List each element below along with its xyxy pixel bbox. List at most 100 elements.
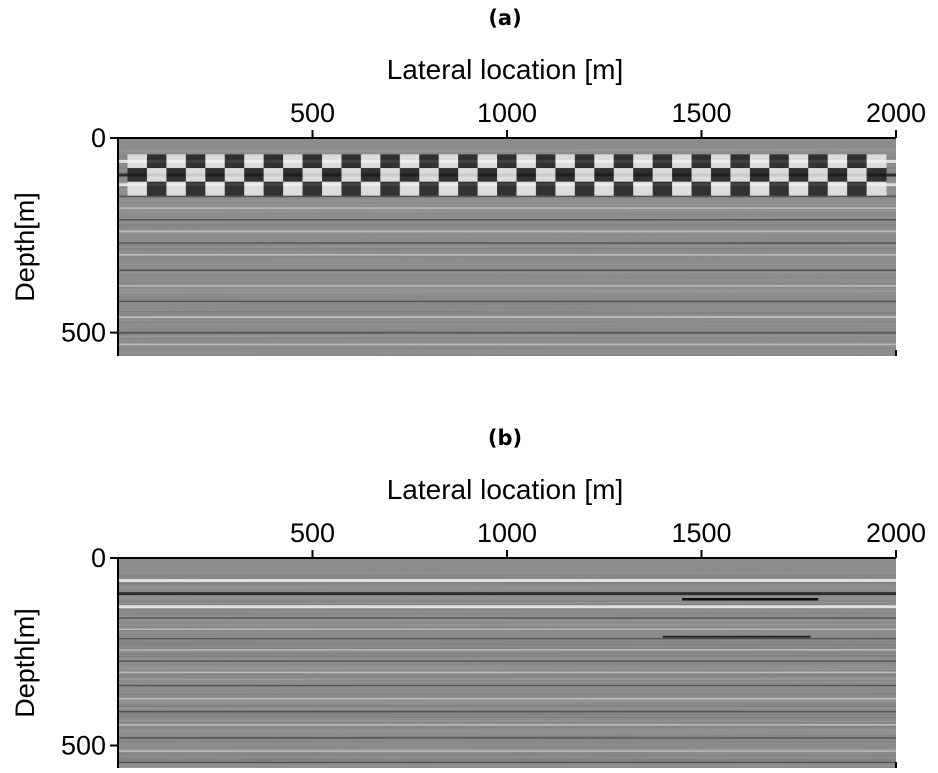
noise-patch [847,154,868,169]
texture-line [118,742,896,745]
texture-line [118,687,896,690]
panel-a: (a) Lateral location [m] 500 1000 1500 2000… [0,0,938,386]
noise-patch [672,181,693,196]
noise-patch [244,181,265,196]
noise-patch [749,167,770,182]
texture-line [118,150,896,153]
noise-patch [613,167,634,182]
noise-patch [458,167,479,182]
texture-line [118,226,896,229]
noise-patch [263,167,284,182]
noise-patch [730,154,751,169]
texture-line [118,735,896,738]
texture-line [118,199,896,203]
texture-line [118,623,896,626]
noise-patch [458,154,479,169]
reflectors [118,148,896,356]
noise-patch [672,167,693,182]
y-axis-label: Depth[m] [10,608,40,718]
noise-patch [535,167,556,182]
noise-patch [555,167,576,182]
noise-patch [594,181,615,196]
texture-line [118,240,896,243]
noise-patch [263,154,284,169]
noise-patch [302,181,323,196]
texture-line [118,713,896,716]
reflectors [118,569,896,768]
noise-patch [380,154,401,169]
noise-patch [594,167,615,182]
noise-patch [341,181,362,196]
texture-line [118,348,896,352]
texture-line [118,607,896,611]
texture-line [118,216,896,220]
texture-line [118,344,896,347]
noise-patch [399,154,420,169]
texture-line [118,726,896,729]
panel-label: (b) [487,426,523,450]
noise-patch [866,154,887,169]
noise-patch [146,154,167,169]
noise-patch [263,181,284,196]
noise-patch [380,181,401,196]
noise-patch [730,167,751,182]
noise-patch [691,181,712,196]
texture-line [118,247,896,250]
x-tick-label: 1500 [671,98,731,128]
noise-patch [283,167,304,182]
texture-line [118,347,896,349]
texture-line [118,680,896,683]
noise-patch [555,154,576,169]
noise-patch [185,167,206,182]
noise-patch [633,181,654,196]
noise-patch [205,181,226,196]
noise-patch [652,154,673,169]
noise-patch [224,167,245,182]
texture-line [118,351,896,354]
noise-patch [205,167,226,182]
texture-line [118,265,896,268]
noise-patch [360,154,381,169]
x-tick-label: 1000 [477,98,537,128]
texture-line [118,611,896,614]
texture-line [118,279,896,282]
noise-patch [769,154,790,169]
texture-line [118,647,896,650]
noise-patch [438,181,459,196]
noise-patch [399,167,420,182]
noise-patch [710,154,731,169]
texture-line [118,652,896,655]
y-tick-label: 500 [61,731,106,761]
texture-line [118,296,896,299]
texture-line [118,704,896,708]
noise-patch [497,181,517,196]
noise-patch [321,181,342,196]
noise-patch [146,167,167,182]
noise-patch [866,181,887,196]
texture-line [118,642,896,646]
noise-patch [574,181,595,196]
noise-patch [438,167,459,182]
texture-line [118,626,896,629]
noise-patch [866,167,887,182]
texture-line [118,720,896,723]
texture-line [118,148,896,152]
noise-patch [244,167,265,182]
texture-line [118,237,896,241]
texture-line [118,233,896,236]
noise-patch [730,181,751,196]
noise-patch [166,154,187,169]
texture-line [118,661,896,664]
x-tick-label: 2000 [866,98,926,128]
noise-patch [769,181,790,196]
x-axis-label: Lateral location [m] [386,54,624,85]
texture-line [118,335,896,338]
texture-line [118,655,896,658]
texture-line [118,255,896,258]
texture-line [118,662,896,666]
texture-line [118,675,896,678]
texture-line [118,689,896,692]
texture-line [118,693,896,696]
noise-patch [302,167,323,182]
noise-patch [710,181,731,196]
